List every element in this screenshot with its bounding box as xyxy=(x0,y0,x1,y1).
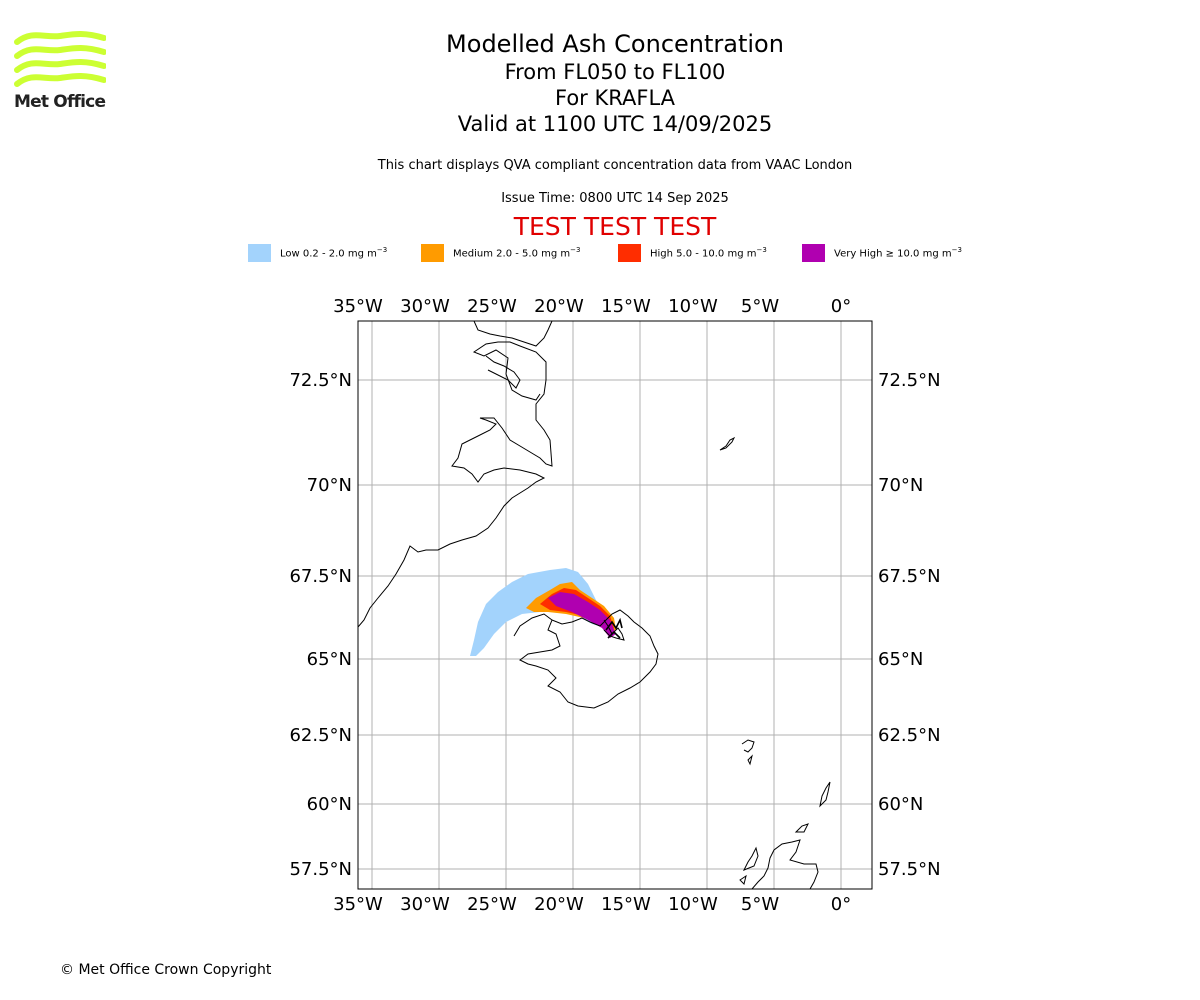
jan-mayen xyxy=(719,436,736,451)
lon-tick-label-bottom-0: 35°W xyxy=(333,894,383,915)
lat-tick-label-left-6: 57.5°N xyxy=(289,859,352,880)
lat-tick-label-right-0: 72.5°N xyxy=(878,370,941,391)
lat-tick-label-right-3: 65°N xyxy=(878,649,923,670)
lon-tick-label-top-6: 5°W xyxy=(741,296,779,317)
greenland-fjord xyxy=(485,355,521,389)
lat-tick-label-right-6: 57.5°N xyxy=(878,859,941,880)
lon-tick-label-top-5: 10°W xyxy=(668,296,718,317)
lon-tick-label-bottom-2: 25°W xyxy=(467,894,517,915)
lat-tick-label-right-4: 62.5°N xyxy=(878,725,941,746)
copyright: © Met Office Crown Copyright xyxy=(60,962,272,978)
krafla-area-coast xyxy=(603,619,625,641)
lat-tick-label-left-3: 65°N xyxy=(307,649,352,670)
flight-level-title: From FL050 to FL100 xyxy=(504,60,726,84)
tick-labels: 35°W 35°W 30°W 30°W 25°W 25°W 20°W 20°W 15°W 15°W… xyxy=(289,296,940,915)
legend-unit-very-high: −3 xyxy=(951,246,962,255)
map-frame xyxy=(357,320,873,890)
lat-tick-label-left-4: 62.5°N xyxy=(289,725,352,746)
lat-tick-label-left-0: 72.5°N xyxy=(289,370,352,391)
legend-swatch-low xyxy=(248,244,271,262)
legend: Low 0.2 - 2.0 mg m−3 Medium 2.0 - 5.0 mg… xyxy=(0,244,1200,266)
lon-tick-label-bottom-5: 10°W xyxy=(668,894,718,915)
legend-unit-medium: −3 xyxy=(570,246,581,255)
legend-item-high: High 5.0 - 10.0 mg m−3 xyxy=(618,244,767,262)
legend-label-medium: Medium 2.0 - 5.0 mg m xyxy=(453,248,571,260)
lon-tick-label-bottom-3: 20°W xyxy=(534,894,584,915)
main-title: Modelled Ash Concentration xyxy=(446,30,784,58)
lon-tick-label-top-2: 25°W xyxy=(467,296,517,317)
lon-tick-label-top-7: 0° xyxy=(831,296,851,317)
lat-tick-label-left-1: 70°N xyxy=(307,475,352,496)
lat-tick-label-right-2: 67.5°N xyxy=(878,566,941,587)
legend-item-medium: Medium 2.0 - 5.0 mg m−3 xyxy=(421,244,580,262)
lon-tick-label-top-4: 15°W xyxy=(601,296,651,317)
coastlines xyxy=(358,321,831,889)
greenland-coast xyxy=(358,341,553,628)
greenland-northern-coast xyxy=(473,321,553,347)
legend-label-high: High 5.0 - 10.0 mg m xyxy=(650,248,757,260)
lon-tick-label-top-3: 20°W xyxy=(534,296,584,317)
test-banner: TEST TEST TEST xyxy=(513,212,717,241)
legend-item-low: Low 0.2 - 2.0 mg m−3 xyxy=(248,244,387,262)
lon-tick-label-top-0: 35°W xyxy=(333,296,383,317)
legend-label-low: Low 0.2 - 2.0 mg m xyxy=(280,248,377,260)
issue-time: Issue Time: 0800 UTC 14 Sep 2025 xyxy=(501,191,729,206)
lon-tick-label-bottom-1: 30°W xyxy=(400,894,450,915)
legend-swatch-medium xyxy=(421,244,444,262)
scotland-coast xyxy=(751,839,819,889)
legend-unit-low: −3 xyxy=(376,246,388,255)
gridlines xyxy=(358,321,872,889)
lon-tick-label-bottom-7: 0° xyxy=(831,894,851,915)
map-background xyxy=(358,321,872,889)
lat-tick-label-left-2: 67.5°N xyxy=(289,566,352,587)
ash-very-high-region xyxy=(548,592,616,638)
chart-titles: Modelled Ash Concentration From FL050 to… xyxy=(415,30,815,137)
lon-tick-label-bottom-4: 15°W xyxy=(601,894,651,915)
legend-swatch-high xyxy=(618,244,641,262)
subtitle: This chart displays QVA compliant concen… xyxy=(377,158,853,173)
hebrides xyxy=(739,846,759,885)
legend-item-very-high: Very High ≥ 10.0 mg m−3 xyxy=(802,244,962,262)
iceland-coast xyxy=(513,609,659,709)
ash-map: 35°W 35°W 30°W 30°W 25°W 25°W 20°W 20°W 15°W 15°W… xyxy=(289,296,940,915)
legend-unit-high: −3 xyxy=(756,246,767,255)
volcano-marker xyxy=(605,617,623,639)
lon-tick-label-bottom-6: 5°W xyxy=(741,894,779,915)
legend-swatch-very-high xyxy=(802,244,825,262)
map-content xyxy=(358,321,831,889)
legend-label-very-high: Very High ≥ 10.0 mg m xyxy=(834,248,952,260)
lat-tick-label-right-5: 60°N xyxy=(878,794,923,815)
faroe-islands xyxy=(741,739,755,766)
lon-tick-label-top-1: 30°W xyxy=(400,296,450,317)
lat-tick-label-right-1: 70°N xyxy=(878,475,923,496)
volcano-title: For KRAFLA xyxy=(555,86,675,110)
met-office-logo xyxy=(14,31,106,87)
shetland-islands xyxy=(794,781,831,833)
lat-tick-label-left-5: 60°N xyxy=(307,794,352,815)
logo-text: Met Office xyxy=(14,92,106,112)
valid-time-title: Valid at 1100 UTC 14/09/2025 xyxy=(457,112,773,136)
